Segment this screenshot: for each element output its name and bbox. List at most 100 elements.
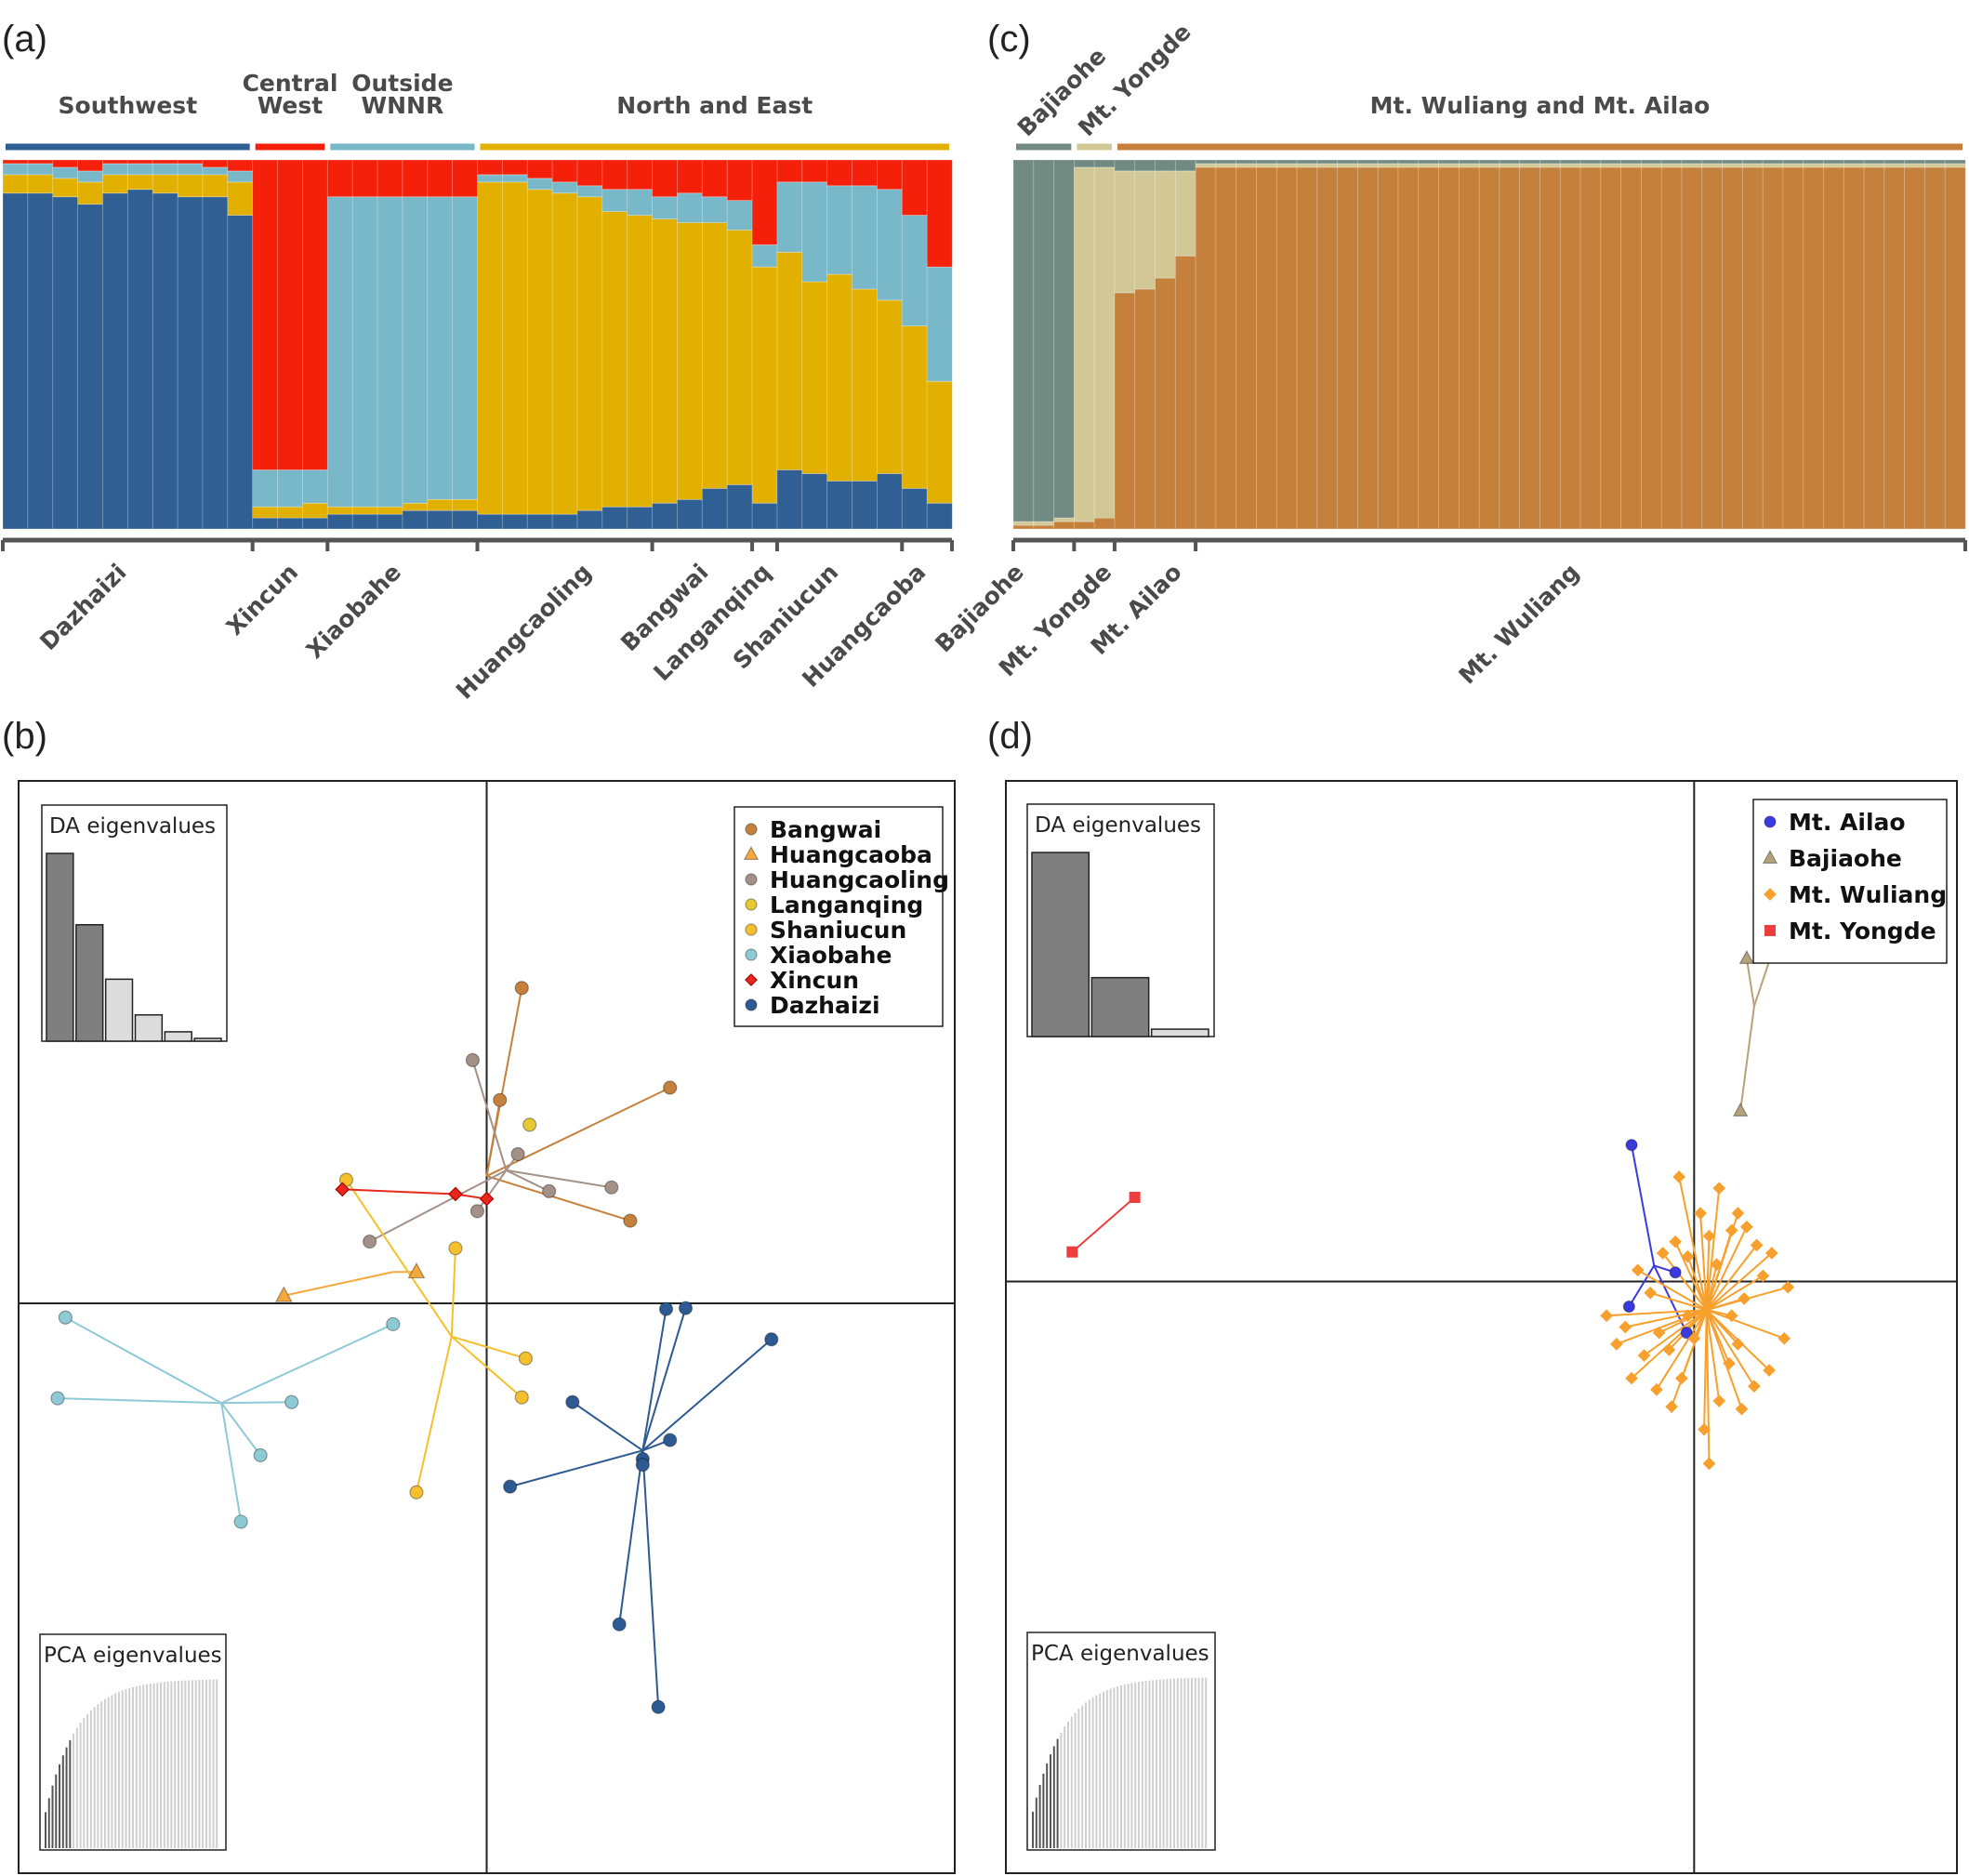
admixture-bar-15-k3: [377, 159, 403, 198]
point-4-2: [518, 1351, 534, 1366]
admixture-bar-15-k2: [1316, 159, 1339, 165]
group-label-2: WNNR: [362, 92, 444, 119]
admixture-bar-27-k1: [677, 222, 704, 500]
admixture-bar-16-k2: [1337, 159, 1359, 165]
point-0-1: [663, 1080, 678, 1095]
admixture-bar-2-k1: [52, 178, 79, 198]
legend-marker-0: [1764, 815, 1777, 828]
star-line-2-18: [1705, 1309, 1730, 1365]
point-2-2: [542, 1183, 557, 1198]
admixture-bar-14-k0: [1296, 166, 1318, 530]
legend-marker-3: [1764, 925, 1776, 936]
admixture-bar-9-k1: [1195, 163, 1217, 168]
admixture-bar-25-k2: [1519, 159, 1541, 165]
admixture-bar-28-k1: [701, 222, 728, 489]
admixture-bar-5-k3: [126, 159, 153, 165]
admixture-bar-0-k2: [2, 163, 29, 176]
population-label-3: Huangcaoling: [451, 559, 597, 705]
admixture-bar-1-k2: [1033, 159, 1055, 522]
admixture-bar-15-k0: [1316, 166, 1339, 530]
admixture-bar-6-k3: [152, 159, 178, 165]
admixture-bar-26-k2: [652, 196, 679, 219]
admixture-bar-3-k0: [1073, 521, 1095, 530]
point-2-4: [1750, 1238, 1764, 1252]
admixture-bar-25-k3: [627, 159, 654, 191]
point-2-0: [465, 1052, 480, 1067]
admixture-bar-13-k2: [1275, 159, 1298, 165]
star-line-2-1: [1705, 1188, 1721, 1311]
admixture-bar-33-k0: [826, 480, 853, 530]
admixture-bar-11-k0: [1236, 166, 1258, 530]
star-line-2-3: [1705, 1226, 1748, 1311]
point-7-3: [565, 1394, 580, 1409]
admixture-bar-31-k2: [776, 181, 803, 253]
admixture-bar-25-k1: [627, 215, 654, 508]
point-5-0: [58, 1310, 73, 1325]
legend-label-1: Huangcaoba: [770, 841, 932, 868]
admixture-bar-17-k1: [1356, 163, 1379, 168]
admixture-bar-18-k1: [1377, 163, 1399, 168]
admixture-bar-11-k2: [1236, 159, 1258, 165]
admixture-bar-37-k2: [926, 266, 953, 382]
admixture-bar-15-k2: [377, 196, 403, 508]
point-2-13: [1781, 1280, 1795, 1294]
legend-label-3: Mt. Yongde: [1789, 918, 1936, 945]
admixture-bar-20-k3: [501, 159, 528, 176]
da-eigen-bar-1: [75, 924, 104, 1042]
point-2-11: [1681, 1249, 1695, 1263]
admixture-bar-29-k1: [726, 230, 753, 485]
legend-label-0: Bangwai: [770, 816, 881, 843]
point-0-2: [1622, 1300, 1635, 1314]
legend-marker-4: [745, 923, 758, 936]
panel-letter-b: (b): [2, 716, 47, 757]
admixture-bar-22-k2: [551, 181, 578, 194]
admixture-bar-37-k3: [926, 159, 953, 268]
legend-label-4: Shaniucun: [770, 917, 906, 944]
point-2-36: [1631, 1263, 1645, 1277]
legend-label-0: Mt. Ailao: [1789, 809, 1906, 836]
legend-label-5: Xiaobahe: [770, 942, 892, 969]
admixture-bar-15-k1: [377, 506, 403, 515]
admixture-bar-32-k0: [801, 473, 828, 530]
legend-label-3: Langanqing: [770, 892, 923, 918]
admixture-bar-13-k0: [1275, 166, 1298, 530]
point-6-0: [335, 1182, 350, 1197]
admixture-bar-35-k2: [1722, 159, 1744, 165]
admixture-bar-19-k2: [477, 174, 504, 183]
admixture-bar-24-k2: [1499, 159, 1521, 165]
legend-label-2: Mt. Wuliang: [1789, 881, 1947, 908]
admixture-bar-23-k3: [576, 159, 603, 187]
panel-letter-d: (d): [987, 716, 1033, 757]
admixture-bar-18-k1: [452, 498, 479, 511]
admixture-bar-24-k0: [1499, 166, 1521, 530]
admixture-bar-2-k0: [52, 196, 79, 530]
point-2-23: [1665, 1400, 1678, 1414]
admixture-bar-42-k1: [1863, 163, 1885, 168]
admixture-bar-4-k3: [102, 159, 129, 165]
admixture-bar-3-k2: [77, 170, 104, 183]
legend-marker-2: [1764, 888, 1777, 901]
admixture-bar-28-k3: [701, 159, 728, 198]
admixture-bar-0-k2: [1012, 159, 1035, 522]
admixture-bar-36-k0: [1741, 166, 1764, 530]
admixture-bar-40-k2: [1823, 159, 1844, 165]
admixture-bar-45-k1: [1924, 163, 1946, 168]
admixture-bar-21-k2: [526, 178, 553, 191]
point-2-3: [604, 1180, 619, 1195]
admixture-bar-42-k2: [1863, 159, 1885, 165]
admixture-bar-12-k1: [302, 502, 328, 519]
population-label-3: Mt. Wuliang: [1453, 559, 1584, 690]
admixture-bar-16-k0: [402, 509, 429, 530]
admixture-bar-8-k0: [1174, 255, 1196, 530]
admixture-bar-15-k1: [1316, 163, 1339, 168]
star-line-2-0: [1678, 1176, 1708, 1311]
legend-label-1: Bajiaohe: [1789, 845, 1902, 872]
admixture-bar-45-k0: [1924, 166, 1946, 530]
admixture-bar-4-k0: [102, 192, 129, 530]
admixture-bar-16-k2: [402, 196, 429, 504]
admixture-bar-7-k2: [177, 163, 204, 176]
admixture-bar-30-k2: [751, 244, 778, 268]
admixture-bar-27-k3: [677, 159, 704, 194]
legend-marker-1: [743, 845, 760, 861]
point-1-1: [407, 1262, 426, 1279]
